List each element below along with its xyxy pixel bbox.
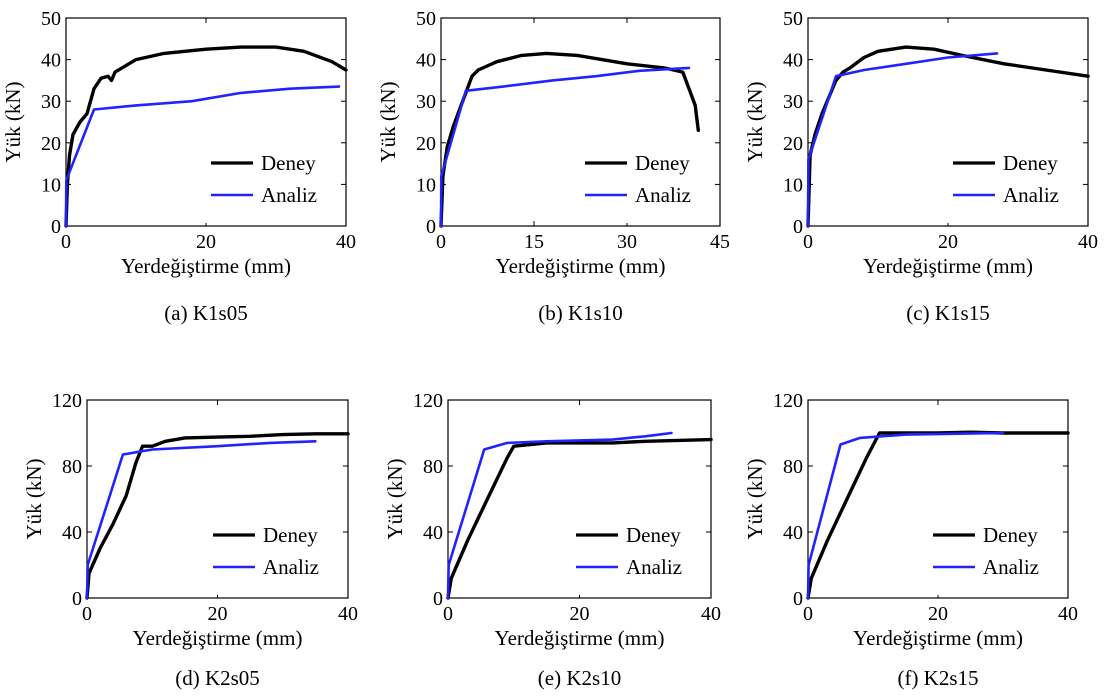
chart-panel-3: 0 20 40 0 10 20 30 40 50 Yerdeğiştirme (mm) Yük (k… (743, 8, 1098, 325)
series-line-deney (64, 45, 348, 228)
y-tick-label: 0 (793, 588, 803, 610)
x-tick-label: 0 (436, 231, 446, 253)
x-tick-label: 20 (196, 231, 216, 253)
y-tick-label: 10 (783, 174, 803, 196)
x-tick-label: 40 (1058, 603, 1078, 625)
x-tick-label: 40 (1078, 231, 1098, 253)
y-tick-label: 50 (41, 8, 61, 30)
series-line-deney (446, 437, 713, 600)
x-tick-label: 30 (617, 231, 637, 253)
series-line-analiz (439, 66, 691, 228)
y-tick-label: 40 (783, 522, 803, 544)
y-tick-label: 10 (41, 174, 61, 196)
x-tick-label: 20 (928, 603, 948, 625)
y-tick-label: 30 (783, 91, 803, 113)
x-tick-label: 40 (701, 603, 721, 625)
y-tick-label: 120 (52, 390, 82, 412)
series-line-deney (806, 45, 1090, 228)
panel-caption: (a) K1s05 (164, 301, 247, 325)
y-tick-label: 80 (783, 456, 803, 478)
y-tick-label: 40 (783, 50, 803, 72)
y-axis-label: Yük (kN) (376, 81, 400, 162)
legend-label-analiz: Analiz (635, 183, 691, 207)
chart-panel-5: 0 20 40 0 40 80 120 Yerdeğiştirme (mm) Yük (kN) D… (383, 390, 721, 690)
y-axis-label: Yük (kN) (1, 81, 25, 162)
x-tick-label: 40 (336, 231, 356, 253)
x-tick-label: 20 (570, 603, 590, 625)
y-tick-label: 50 (416, 8, 436, 30)
series-line-deney (85, 432, 350, 600)
legend-label-deney: Deney (261, 151, 316, 175)
panel-caption: (d) K2s05 (175, 666, 260, 690)
y-tick-label: 0 (426, 216, 436, 238)
legend-label-analiz: Analiz (263, 555, 319, 579)
y-tick-label: 10 (416, 174, 436, 196)
panel-caption: (f) K2s15 (897, 666, 978, 690)
x-tick-label: 20 (208, 603, 228, 625)
x-axis-label: Yerdeğiştirme (mm) (133, 626, 303, 650)
y-tick-label: 40 (423, 522, 443, 544)
y-tick-label: 20 (416, 133, 436, 155)
chart-panel-4: 0 20 40 0 40 80 120 Yerdeğiştirme (mm) Yük (kN) D… (22, 390, 358, 690)
series-line-analiz (85, 440, 317, 600)
y-tick-label: 40 (62, 522, 82, 544)
x-axis-label: Yerdeğiştirme (mm) (495, 626, 665, 650)
x-axis-label: Yerdeğiştirme (mm) (863, 254, 1033, 278)
y-tick-label: 120 (413, 390, 443, 412)
x-tick-label: 15 (524, 231, 544, 253)
y-tick-label: 0 (72, 588, 82, 610)
y-tick-label: 30 (416, 91, 436, 113)
plot-frame (440, 17, 721, 227)
legend-label-deney: Deney (626, 523, 681, 547)
series-line-analiz (806, 52, 999, 228)
panel-caption: (b) K1s10 (538, 301, 623, 325)
y-tick-label: 80 (423, 456, 443, 478)
y-tick-label: 20 (41, 133, 61, 155)
y-tick-label: 0 (793, 216, 803, 238)
y-tick-label: 30 (41, 91, 61, 113)
y-tick-label: 0 (433, 588, 443, 610)
y-axis-label: Yük (kN) (22, 458, 46, 539)
legend-label-analiz: Analiz (626, 555, 682, 579)
y-axis-label: Yük (kN) (743, 81, 767, 162)
legend-label-deney: Deney (635, 151, 690, 175)
y-tick-label: 0 (51, 216, 61, 238)
series-line-analiz (446, 431, 673, 600)
series-line-analiz (64, 85, 341, 228)
legend-label-analiz: Analiz (1003, 183, 1059, 207)
y-axis-label: Yük (kN) (383, 458, 407, 539)
chart-panel-1: 0 20 40 0 10 20 30 40 50 Yerdeğiştirme (mm) Yük (k… (1, 8, 356, 325)
x-tick-label: 0 (61, 231, 71, 253)
x-tick-label: 20 (938, 231, 958, 253)
x-tick-label: 0 (82, 603, 92, 625)
x-axis-label: Yerdeğiştirme (mm) (853, 626, 1023, 650)
y-axis-label: Yük (kN) (743, 458, 767, 539)
x-tick-label: 0 (803, 231, 813, 253)
legend-label-deney: Deney (1003, 151, 1058, 175)
y-tick-label: 40 (416, 50, 436, 72)
x-axis-label: Yerdeğiştirme (mm) (121, 254, 291, 278)
series-line-analiz (806, 431, 1005, 600)
series-line-deney (439, 51, 700, 228)
series-line-deney (806, 430, 1070, 600)
y-tick-label: 80 (62, 456, 82, 478)
y-tick-label: 120 (773, 390, 803, 412)
x-tick-label: 0 (803, 603, 813, 625)
legend-label-analiz: Analiz (261, 183, 317, 207)
legend-label-analiz: Analiz (983, 555, 1039, 579)
y-tick-label: 40 (41, 50, 61, 72)
x-tick-label: 45 (710, 231, 730, 253)
chart-panel-2: 0 15 30 45 0 10 20 30 40 50 Yerdeğiştirme (mm) Yük … (376, 8, 730, 325)
y-tick-label: 50 (783, 8, 803, 30)
x-tick-label: 40 (338, 603, 358, 625)
chart-panel-6: 0 20 40 0 40 80 120 Yerdeğiştirme (mm) Yük (kN) D… (743, 390, 1078, 690)
x-tick-label: 0 (443, 603, 453, 625)
legend-label-deney: Deney (983, 523, 1038, 547)
x-axis-label: Yerdeğiştirme (mm) (496, 254, 666, 278)
panel-caption: (c) K1s15 (906, 301, 989, 325)
panel-caption: (e) K2s10 (538, 666, 621, 690)
y-tick-label: 20 (783, 133, 803, 155)
legend-label-deney: Deney (263, 523, 318, 547)
